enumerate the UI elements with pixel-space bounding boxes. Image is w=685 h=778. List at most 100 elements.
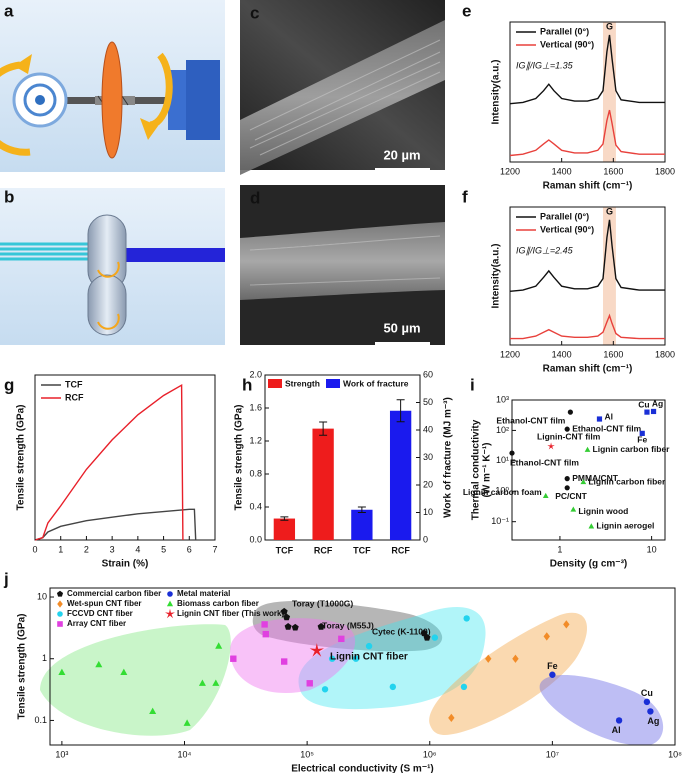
error-bar bbox=[319, 421, 328, 436]
marker bbox=[215, 642, 223, 649]
y-axis-label: (W m⁻¹ K⁻¹) bbox=[482, 443, 493, 498]
schematic-a bbox=[0, 0, 225, 172]
y-tick-label: 0.8 bbox=[249, 468, 262, 478]
marker bbox=[460, 683, 468, 691]
x-tick-label: 1600 bbox=[603, 166, 623, 176]
sem-d bbox=[240, 185, 445, 345]
panel-label: f bbox=[462, 187, 468, 206]
marker bbox=[647, 708, 654, 715]
bar bbox=[389, 410, 412, 540]
scale-bar-label: 50 µm bbox=[383, 320, 420, 335]
y-tick-label: 10³ bbox=[496, 394, 509, 404]
panel-label: d bbox=[250, 188, 260, 207]
bar bbox=[351, 509, 373, 540]
bar bbox=[312, 428, 334, 540]
panel-label: c bbox=[250, 3, 259, 22]
highlight-band bbox=[603, 22, 616, 162]
marker bbox=[198, 679, 206, 686]
plot-frame bbox=[34, 374, 216, 541]
x-axis-label: Electrical conductivity (S m⁻¹) bbox=[291, 764, 434, 773]
bar bbox=[273, 518, 296, 540]
marker bbox=[280, 658, 288, 665]
legend-label: FCCVD CNT fiber bbox=[67, 609, 133, 618]
x-tick-label: 1400 bbox=[552, 166, 572, 176]
x-tick-label: 5 bbox=[161, 544, 166, 554]
x-tick-label: 10⁴ bbox=[178, 749, 192, 759]
marker bbox=[563, 620, 570, 629]
panel-label: h bbox=[242, 375, 252, 394]
marker bbox=[644, 409, 650, 415]
point-label: Lignin carbon fiber bbox=[588, 476, 666, 486]
marker bbox=[328, 655, 336, 662]
y-tick-label: 2.0 bbox=[249, 369, 262, 379]
x-tick-label: 10⁸ bbox=[668, 749, 682, 759]
marker bbox=[306, 680, 313, 687]
y2-tick-label: 40 bbox=[423, 424, 433, 434]
marker bbox=[509, 450, 515, 456]
legend-label: Work of fracture bbox=[343, 378, 409, 388]
x-tick-label: RCF bbox=[314, 545, 333, 555]
plot-frame bbox=[509, 206, 666, 346]
marker bbox=[167, 591, 173, 597]
panel-label: j bbox=[3, 569, 9, 588]
legend-label: Array CNT fiber bbox=[67, 619, 126, 628]
point-label: Lignin carbon foam bbox=[463, 487, 542, 497]
point-label: PMMA/CNT bbox=[572, 473, 619, 483]
marker bbox=[95, 660, 103, 668]
sem-c bbox=[240, 0, 445, 175]
highlight-band bbox=[603, 207, 616, 345]
marker bbox=[280, 607, 288, 615]
point-label: Cu bbox=[641, 688, 653, 698]
marker bbox=[57, 600, 63, 608]
panel-label: a bbox=[4, 1, 14, 20]
marker bbox=[567, 409, 573, 415]
marker bbox=[57, 621, 63, 627]
point-label: Ag bbox=[647, 716, 659, 726]
marker bbox=[389, 683, 397, 691]
legend-label: Lignin CNT fiber (This work) bbox=[177, 609, 284, 618]
y-tick-label: 1.6 bbox=[249, 402, 262, 412]
marker bbox=[284, 623, 292, 630]
y2-tick-label: 10 bbox=[423, 507, 433, 517]
marker bbox=[584, 446, 591, 452]
marker bbox=[262, 630, 269, 638]
marker bbox=[338, 635, 345, 643]
marker bbox=[643, 698, 651, 706]
legend-label: Parallel (0°) bbox=[540, 26, 589, 36]
point-label: PC/CNT bbox=[555, 491, 587, 501]
legend-label: Strength bbox=[285, 378, 320, 388]
y-tick-label: 10² bbox=[496, 425, 509, 435]
x-tick-label: 1 bbox=[557, 544, 562, 554]
marker bbox=[183, 719, 191, 726]
marker bbox=[58, 668, 66, 675]
marker bbox=[165, 608, 175, 619]
peak-label: G bbox=[606, 21, 613, 31]
marker bbox=[317, 623, 325, 630]
point-label: Fe bbox=[637, 435, 647, 445]
marker bbox=[212, 679, 220, 686]
panel-label: i bbox=[470, 375, 475, 394]
point-label: Ethanol-CNT film bbox=[510, 457, 579, 467]
marker bbox=[166, 600, 174, 607]
plot-frame bbox=[511, 399, 666, 541]
x-tick-label: 1200 bbox=[500, 166, 520, 176]
marker bbox=[56, 590, 64, 597]
x-axis-label: Raman shift (cm⁻¹) bbox=[543, 364, 633, 375]
y-tick-label: 1 bbox=[42, 653, 47, 663]
legend-label: TCF bbox=[65, 379, 83, 389]
x-tick-label: 7 bbox=[212, 544, 217, 554]
x-axis-label: Density (g cm⁻³) bbox=[550, 559, 628, 570]
annotation: IG∥/IG⊥=1.35 bbox=[516, 60, 574, 70]
y-axis-label: Intensity(a.u.) bbox=[491, 59, 502, 124]
x-tick-label: 6 bbox=[187, 544, 192, 554]
point-label: Lignin aerogel bbox=[596, 521, 654, 531]
annotation: Lignin CNT fiber bbox=[330, 652, 408, 663]
marker bbox=[309, 643, 324, 657]
legend-label: RCF bbox=[65, 392, 84, 402]
legend-label: Vertical (90°) bbox=[540, 39, 594, 49]
x-tick-label: RCF bbox=[391, 545, 410, 555]
y-tick-label: 0.1 bbox=[34, 715, 47, 725]
point-label: Ag bbox=[652, 399, 663, 409]
series-line bbox=[509, 34, 665, 105]
